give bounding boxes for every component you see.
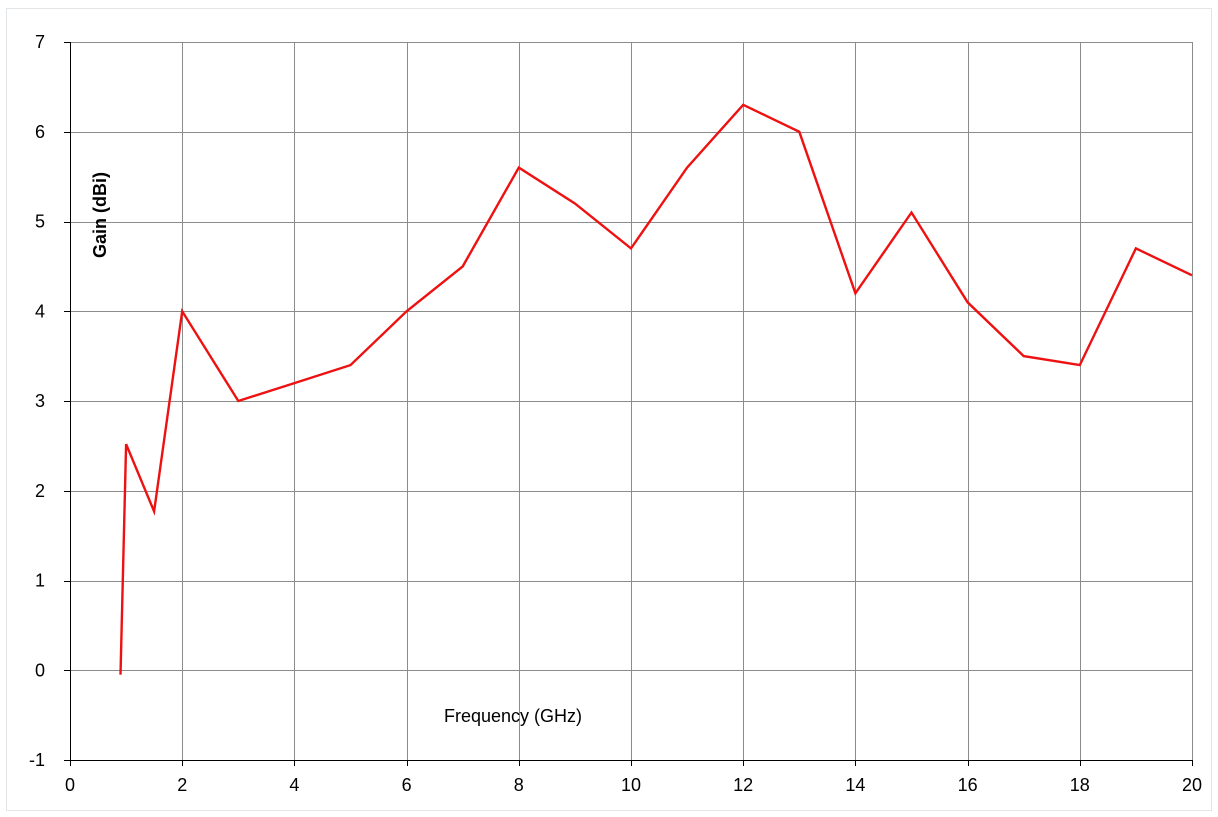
x-tick-label: 18 <box>1070 775 1090 795</box>
y-tick-label: 4 <box>35 301 45 321</box>
x-tick-label: 10 <box>621 775 641 795</box>
y-axis-title: Gain (dBi) <box>90 172 110 258</box>
x-tick-label: 2 <box>177 775 187 795</box>
y-tick-label: 1 <box>35 571 45 591</box>
x-tick-label: 0 <box>65 775 75 795</box>
gain-series-line <box>119 103 1193 675</box>
x-axis-title: Frequency (GHz) <box>444 706 582 726</box>
x-tick-label: 14 <box>845 775 865 795</box>
x-tick-label: 20 <box>1182 775 1202 795</box>
y-tick-label: -1 <box>29 750 45 770</box>
axes <box>64 42 1193 766</box>
grid <box>70 42 1193 760</box>
y-tick-label: 5 <box>35 212 45 232</box>
x-tick-label: 6 <box>402 775 412 795</box>
y-tick-label: 7 <box>35 32 45 52</box>
series <box>119 103 1193 675</box>
x-tick-label: 4 <box>289 775 299 795</box>
y-tick-label: 2 <box>35 481 45 501</box>
x-tick-label: 8 <box>514 775 524 795</box>
x-tick-label: 12 <box>733 775 753 795</box>
chart-container <box>6 8 1212 811</box>
y-tick-label: 6 <box>35 122 45 142</box>
x-tick-label: 16 <box>958 775 978 795</box>
y-tick-label: 0 <box>35 660 45 680</box>
y-tick-label: 3 <box>35 391 45 411</box>
